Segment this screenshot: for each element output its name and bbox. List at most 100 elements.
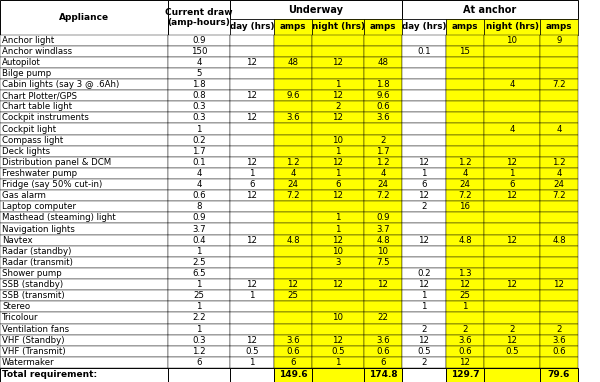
Text: 0.2: 0.2 [417,269,431,278]
Text: Navtex: Navtex [2,236,32,244]
Text: 12: 12 [247,191,257,200]
Text: 22: 22 [377,314,389,322]
Text: 25: 25 [193,291,205,300]
Bar [402,90,446,101]
Bar [0,123,168,134]
Text: Cockpit light: Cockpit light [2,125,56,133]
Bar [484,68,540,79]
Bar [312,223,364,235]
Bar [168,0,230,34]
Bar [484,212,540,223]
Bar [312,123,364,134]
Text: Current draw
(amp-hours): Current draw (amp-hours) [165,8,233,27]
Text: 24: 24 [377,180,389,189]
Bar [540,123,578,134]
Text: Gas alarm: Gas alarm [2,191,46,200]
Text: 2.2: 2.2 [192,314,206,322]
Bar [0,201,168,212]
Bar [168,290,230,301]
Bar [540,57,578,68]
Text: 0.6: 0.6 [286,347,300,356]
Bar [0,112,168,123]
Bar [312,235,364,246]
Bar [0,324,168,335]
Bar [230,79,274,90]
Text: 3.6: 3.6 [376,113,390,122]
Text: 16: 16 [460,202,470,211]
Bar [0,157,168,168]
Bar [446,279,484,290]
Bar [230,368,274,382]
Bar [0,235,168,246]
Bar [230,324,274,335]
Bar [168,257,230,268]
Text: 1: 1 [462,302,468,311]
Bar [402,68,446,79]
Bar [484,90,540,101]
Bar [168,190,230,201]
Text: 4.8: 4.8 [286,236,300,244]
Bar [274,146,312,157]
Bar [0,179,168,190]
Bar [274,301,312,312]
Text: Stereo: Stereo [2,302,30,311]
Bar [364,57,402,68]
Bar [0,357,168,368]
Bar [168,90,230,101]
Bar [402,179,446,190]
Bar [446,146,484,157]
Bar [274,68,312,79]
Text: SSB (standby): SSB (standby) [2,280,63,289]
Text: 1: 1 [249,169,255,178]
Bar [540,157,578,168]
Text: 1: 1 [335,169,341,178]
Bar [446,79,484,90]
Bar [230,301,274,312]
Text: 4: 4 [196,180,202,189]
Bar [312,19,364,34]
Bar [168,368,230,382]
Bar [364,146,402,157]
Bar [168,201,230,212]
Text: 7.2: 7.2 [552,191,566,200]
Text: 1: 1 [335,358,341,367]
Text: 3.6: 3.6 [552,336,566,345]
Bar [446,223,484,235]
Bar [312,68,364,79]
Text: 1: 1 [249,291,255,300]
Bar [484,324,540,335]
Text: 12: 12 [419,158,430,167]
Bar [540,268,578,279]
Bar [540,101,578,112]
Bar [540,34,578,45]
Bar [0,257,168,268]
Text: 0.5: 0.5 [245,347,259,356]
Bar [312,324,364,335]
Bar [168,134,230,146]
Text: 3.6: 3.6 [286,113,300,122]
Text: 1: 1 [335,147,341,156]
Bar [312,290,364,301]
Text: 10: 10 [377,247,389,256]
Text: 0.6: 0.6 [458,347,472,356]
Text: Freshwater pump: Freshwater pump [2,169,77,178]
Bar [446,335,484,346]
Bar [484,357,540,368]
Bar [402,301,446,312]
Bar [274,368,312,382]
Text: Ventilation fans: Ventilation fans [2,325,69,333]
Bar [484,168,540,179]
Bar [446,45,484,57]
Text: 1: 1 [196,302,202,311]
Bar [230,68,274,79]
Text: 7.2: 7.2 [286,191,300,200]
Bar [0,79,168,90]
Bar [540,201,578,212]
Bar [540,312,578,324]
Text: 1.2: 1.2 [376,158,390,167]
Bar [484,235,540,246]
Bar [312,301,364,312]
Text: 0.3: 0.3 [192,102,206,111]
Bar [402,335,446,346]
Bar [312,201,364,212]
